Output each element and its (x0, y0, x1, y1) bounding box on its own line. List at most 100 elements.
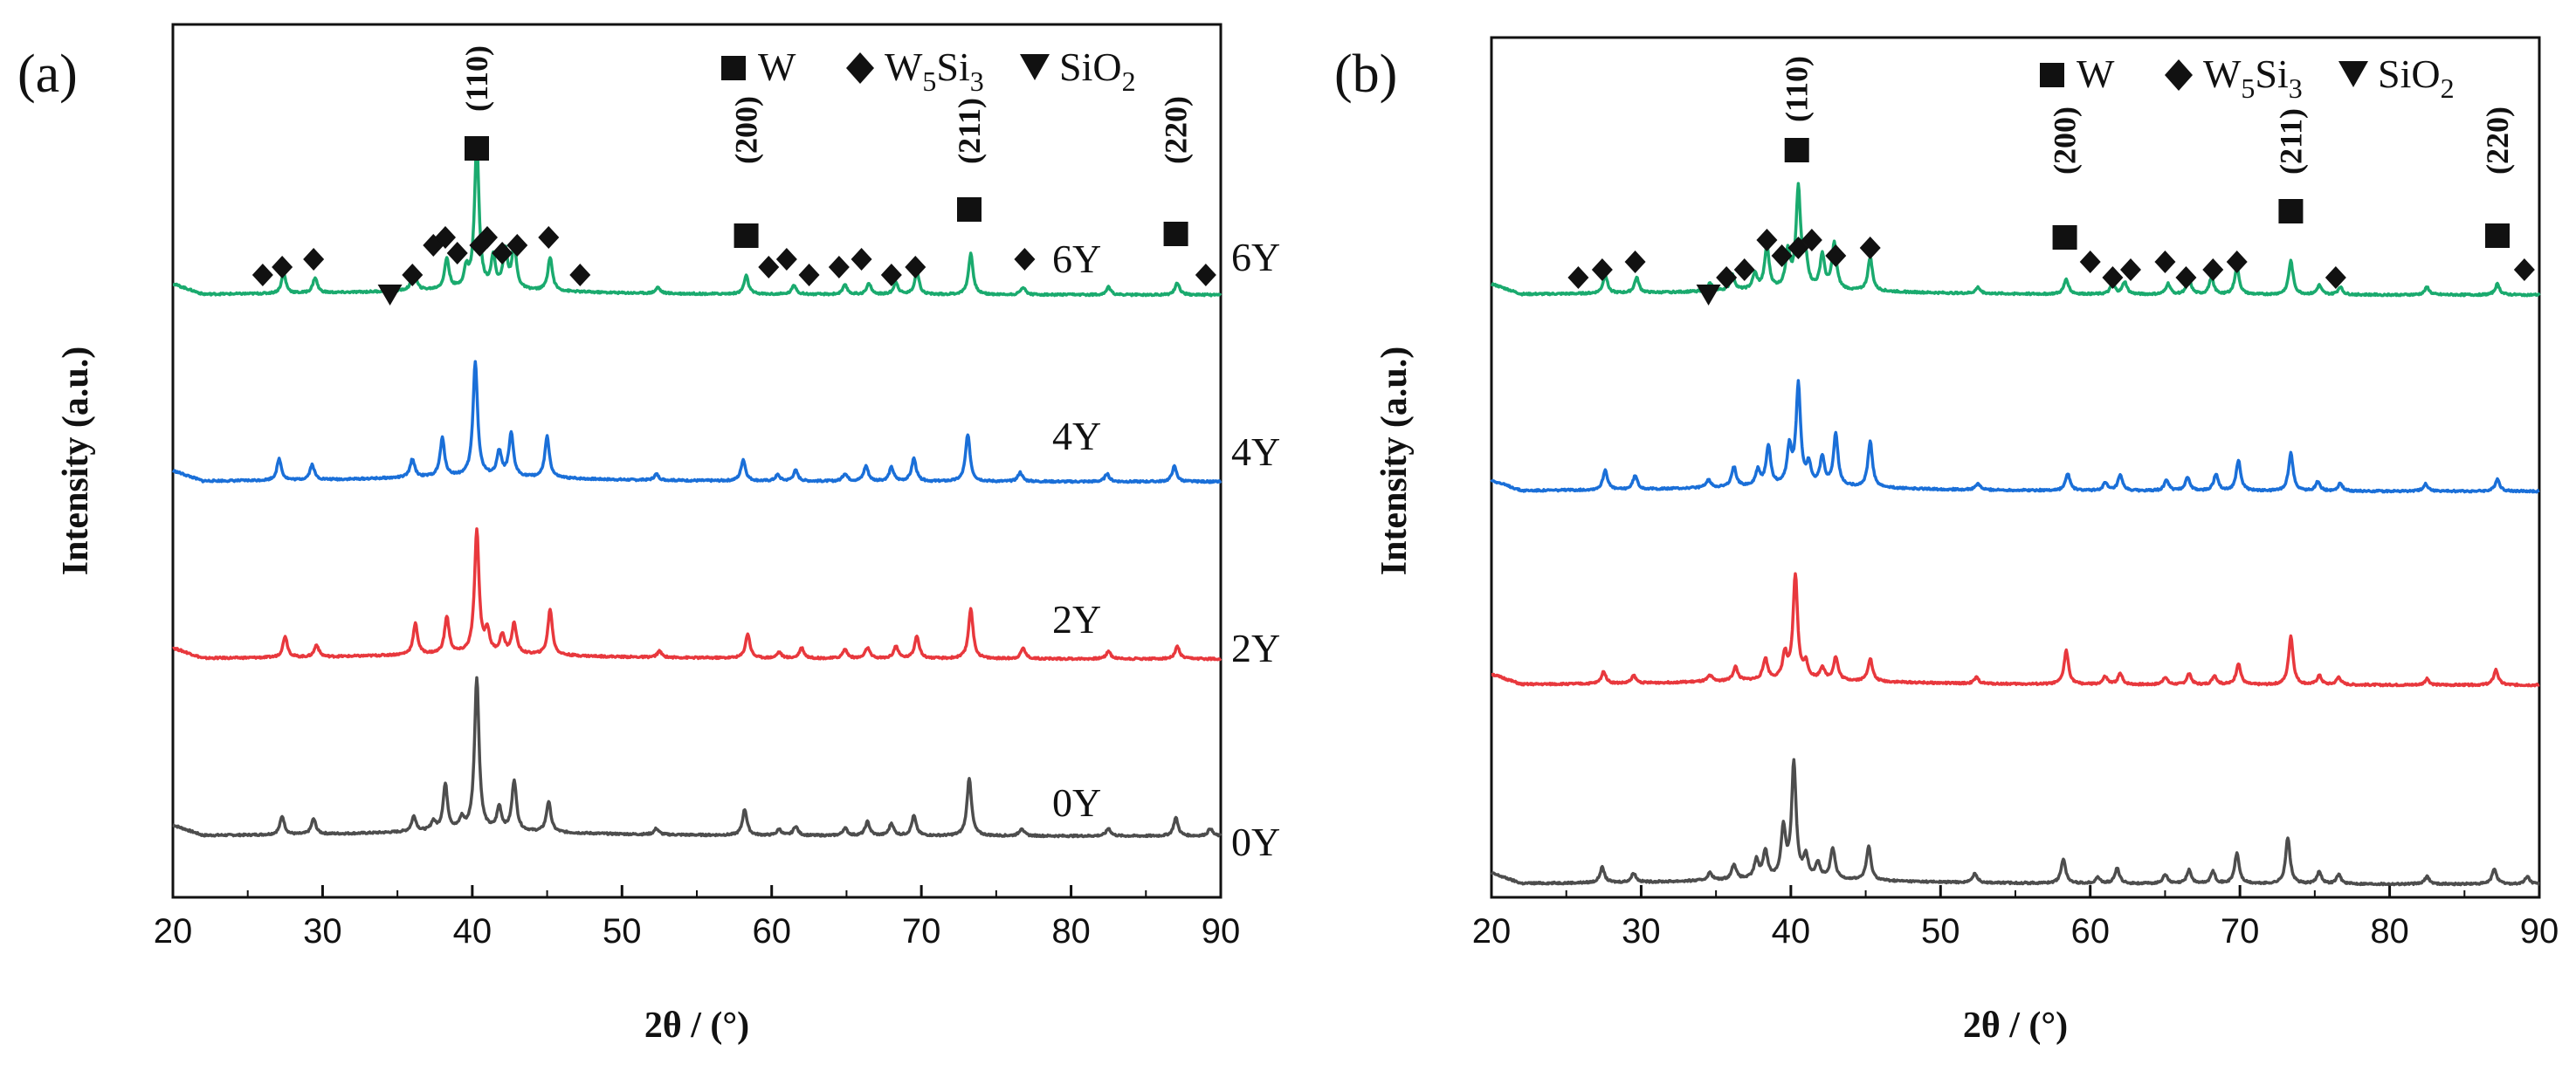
legend-label: W5Si3 (885, 45, 984, 97)
w5si3-phase-marker (2202, 258, 2224, 281)
hkl-label: (211) (952, 98, 987, 164)
x-tick-label: 30 (303, 912, 342, 951)
w5si3-phase-marker (1716, 266, 1738, 289)
w5si3-phase-marker (435, 226, 456, 249)
panel-b: (b) Intensity (a.u.) 20 30 40 50 60 70 80 90 2θ / … (1231, 36, 2559, 1046)
panel-a: (a) Intensity (a.u.) 20 30 40 50 60 70 80 90 2θ / … (17, 23, 1241, 1046)
w5si3-phase-marker (1014, 248, 1036, 271)
legend-label: W (2077, 51, 2115, 96)
x-tick-label: 60 (752, 912, 791, 951)
w5si3-phase-marker (775, 248, 797, 271)
w5si3-phase-marker (402, 264, 424, 286)
w5si3-phase-marker (798, 264, 820, 286)
series-line-4y (1490, 379, 2540, 494)
w5si3-phase-marker (905, 256, 926, 278)
legend-triangle-marker (1020, 54, 1050, 80)
x-tick-label: 50 (603, 912, 642, 951)
legend-square-marker (2040, 63, 2064, 87)
series-label-6y: 6Y (1231, 235, 1280, 279)
x-tick-label: 90 (1202, 912, 1241, 951)
series-line-2y (1491, 572, 2540, 688)
hkl-label: (220) (1159, 96, 1194, 164)
x-tick-label: 90 (2520, 912, 2559, 951)
x-tick-label: 30 (1622, 912, 1661, 951)
legend-label: W5Si3 (2203, 51, 2303, 104)
plot-frame (1490, 36, 2541, 899)
w5si3-phase-marker (569, 264, 591, 286)
w-phase-marker (2278, 199, 2304, 223)
series-label-4y: 4Y (1052, 414, 1101, 458)
series-label-2y: 2Y (1231, 626, 1280, 670)
x-tick-label: 40 (1772, 912, 1811, 951)
w5si3-phase-marker (492, 242, 513, 264)
w5si3-phase-marker (272, 256, 293, 278)
w5si3-phase-marker (2175, 266, 2197, 289)
panel-label: (b) (1334, 45, 1397, 104)
w5si3-phase-marker (1771, 244, 1793, 267)
y-axis-title: Intensity (a.u.) (56, 347, 96, 576)
series-line-0y (1490, 758, 2540, 887)
x-tick-label: 70 (2221, 912, 2260, 951)
w5si3-phase-marker (1756, 229, 1778, 251)
w5si3-phase-marker (2079, 251, 2101, 273)
w5si3-phase-marker (1733, 258, 1755, 281)
x-axis-title: 2θ / (°) (1963, 1006, 2068, 1046)
w5si3-phase-marker (1567, 266, 1589, 289)
w-phase-marker (1163, 222, 1188, 246)
x-tick-label: 80 (1051, 912, 1091, 951)
w5si3-phase-marker (1801, 229, 1822, 251)
plot-frame (171, 23, 1223, 899)
hkl-label: (200) (729, 96, 764, 164)
w5si3-phase-marker (1859, 237, 1881, 259)
w5si3-phase-marker (1195, 264, 1216, 286)
w5si3-phase-marker (2325, 266, 2346, 289)
hkl-label: (110) (459, 45, 494, 112)
w5si3-phase-marker (506, 234, 528, 257)
w-phase-marker (2052, 225, 2077, 250)
sio2-phase-marker (1696, 285, 1721, 306)
w5si3-phase-marker (2120, 258, 2141, 281)
x-tick-label: 20 (154, 912, 193, 951)
x-tick-label: 80 (2370, 912, 2409, 951)
x-tick-label: 50 (1921, 912, 1960, 951)
w5si3-phase-marker (1591, 258, 1613, 281)
w5si3-phase-marker (758, 256, 780, 278)
w5si3-phase-marker (538, 226, 560, 249)
w-phase-marker (1784, 138, 1809, 162)
series-label-2y: 2Y (1052, 597, 1101, 642)
w5si3-phase-marker (446, 242, 468, 264)
legend-diamond-marker (846, 52, 874, 84)
series-label-0y: 0Y (1231, 820, 1280, 864)
w5si3-phase-marker (1624, 251, 1646, 273)
legend-label: W (758, 45, 796, 89)
w5si3-phase-marker (477, 226, 498, 249)
w-phase-marker (465, 136, 489, 161)
x-tick-label: 60 (2070, 912, 2110, 951)
w5si3-phase-marker (851, 248, 872, 271)
series-label-6y: 6Y (1052, 237, 1101, 281)
w5si3-phase-marker (828, 256, 850, 278)
hkl-label: (220) (2480, 106, 2515, 175)
series-line-2y (172, 527, 1223, 662)
x-axis-title: 2θ / (°) (644, 1006, 749, 1046)
hkl-label: (110) (1780, 56, 1815, 122)
w5si3-phase-marker (251, 264, 273, 286)
legend: W W5Si3 SiO2 (2040, 51, 2455, 104)
w-phase-marker (2485, 223, 2510, 248)
legend: W W5Si3 SiO2 (721, 45, 1136, 97)
w5si3-phase-marker (880, 264, 902, 286)
panel-label: (a) (17, 45, 78, 104)
w5si3-phase-marker (2102, 266, 2124, 289)
y-axis-title: Intensity (a.u.) (1374, 347, 1415, 576)
legend-square-marker (721, 56, 746, 80)
w5si3-phase-marker (2513, 258, 2535, 281)
x-tick-label: 40 (453, 912, 492, 951)
series-label-4y: 4Y (1231, 429, 1280, 474)
x-tick-label: 20 (1472, 912, 1512, 951)
legend-diamond-marker (2165, 59, 2193, 91)
legend-label: SiO2 (2378, 51, 2455, 104)
w5si3-phase-marker (1825, 244, 1847, 267)
hkl-label: (200) (2048, 106, 2083, 175)
hkl-label: (211) (2273, 108, 2308, 175)
